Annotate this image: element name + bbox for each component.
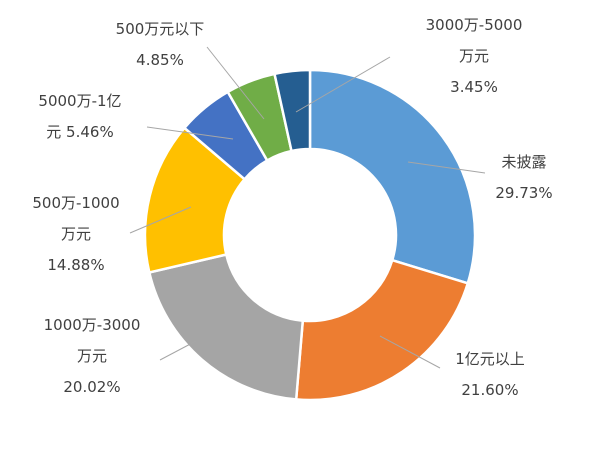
slice-label-4: 500万-1000 万元 14.88%	[32, 194, 119, 274]
slice-label-2: 1亿元以上 21.60%	[455, 350, 525, 399]
slice-category-label: 500万元以下	[116, 20, 205, 38]
leader-line-7	[295, 56, 391, 113]
slice-value-label: 29.73%	[495, 184, 552, 202]
slice-value-label: 元 5.46%	[46, 123, 113, 141]
donut-slices	[143, 68, 477, 402]
slice-label-3: 1000万-3000 万元 20.02%	[44, 316, 141, 396]
slice-3	[147, 253, 305, 401]
slice-category-label: 万元	[459, 47, 489, 65]
slice-category-label: 万元	[77, 347, 107, 365]
leader-line-1	[407, 161, 486, 174]
slice-category-label: 3000万-5000	[426, 16, 523, 34]
leader-line-5	[146, 126, 234, 140]
slice-value-label: 4.85%	[136, 51, 184, 69]
slice-label-6: 500万元以下 4.85%	[116, 20, 205, 69]
slice-value-label: 14.88%	[47, 256, 104, 274]
slice-category-label: 5000万-1亿	[38, 92, 121, 110]
leader-lines	[129, 46, 486, 369]
slice-value-label: 21.60%	[461, 381, 518, 399]
slice-category-label: 1000万-3000	[44, 316, 141, 334]
leader-line-3	[159, 340, 197, 361]
leader-line-4	[129, 206, 192, 234]
slice-category-label: 500万-1000	[32, 194, 119, 212]
slice-category-label: 万元	[61, 225, 91, 243]
leader-line-2	[379, 335, 441, 369]
slice-label-7: 3000万-5000 万元 3.45%	[426, 16, 523, 96]
slice-2	[294, 258, 470, 402]
slice-1	[308, 68, 477, 285]
slice-label-5: 5000万-1亿元 5.46%	[38, 92, 121, 141]
slice-category-label: 1亿元以上	[455, 350, 525, 368]
leader-line-6	[206, 46, 265, 120]
slice-label-1: 未披露 29.73%	[495, 153, 552, 202]
slice-category-label: 未披露	[501, 153, 546, 171]
slice-value-label: 20.02%	[63, 378, 120, 396]
slice-value-label: 3.45%	[450, 78, 498, 96]
slice-labels: 未披露 29.73% 1亿元以上 21.60% 1000万-3000 万元 20.02% 50…	[32, 16, 552, 399]
slice-7	[273, 68, 312, 153]
